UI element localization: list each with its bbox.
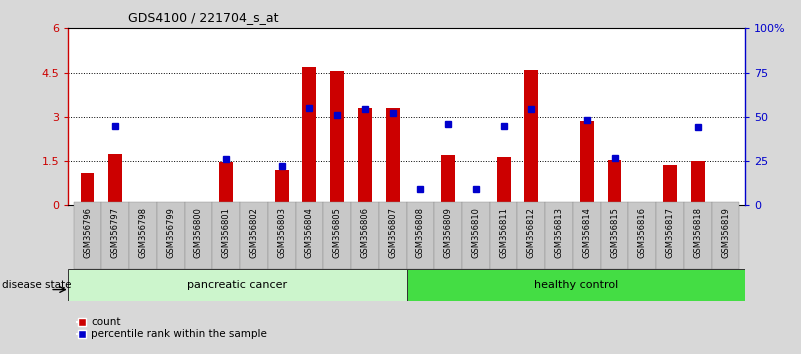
Text: disease state: disease state — [2, 280, 71, 290]
Bar — [663, 166, 677, 205]
Bar — [358, 108, 372, 205]
Text: GSM356812: GSM356812 — [527, 207, 536, 258]
Bar — [629, 202, 656, 269]
Bar — [525, 70, 538, 205]
Text: GSM356806: GSM356806 — [360, 207, 369, 258]
Bar — [184, 202, 212, 269]
Bar — [580, 121, 594, 205]
Text: GSM356804: GSM356804 — [305, 207, 314, 258]
Text: healthy control: healthy control — [533, 280, 618, 290]
Bar — [240, 202, 268, 269]
Text: GSM356802: GSM356802 — [249, 207, 259, 258]
Text: GSM356811: GSM356811 — [499, 207, 508, 258]
Text: GSM356799: GSM356799 — [167, 207, 175, 258]
Bar — [379, 202, 406, 269]
Bar — [497, 156, 510, 205]
Bar — [108, 154, 123, 205]
Bar — [74, 202, 102, 269]
Text: GSM356797: GSM356797 — [111, 207, 119, 258]
Text: GSM356819: GSM356819 — [721, 207, 730, 258]
Bar — [517, 202, 545, 269]
Bar — [268, 202, 296, 269]
Text: GSM356817: GSM356817 — [666, 207, 674, 258]
Bar — [413, 204, 427, 205]
Text: GSM356810: GSM356810 — [471, 207, 481, 258]
Bar — [303, 67, 316, 205]
Bar — [684, 202, 711, 269]
Bar — [656, 202, 684, 269]
Text: GSM356805: GSM356805 — [332, 207, 342, 258]
Bar — [573, 202, 601, 269]
Text: pancreatic cancer: pancreatic cancer — [187, 280, 288, 290]
Bar — [324, 202, 351, 269]
Text: GSM356813: GSM356813 — [554, 207, 564, 258]
Bar — [157, 202, 184, 269]
Text: GSM356800: GSM356800 — [194, 207, 203, 258]
Legend: count, percentile rank within the sample: count, percentile rank within the sample — [74, 313, 271, 344]
Bar — [489, 202, 517, 269]
Bar — [690, 161, 705, 205]
Bar — [406, 202, 434, 269]
Bar — [81, 173, 95, 205]
Bar — [102, 202, 129, 269]
Text: GSM356809: GSM356809 — [444, 207, 453, 258]
Text: GSM356796: GSM356796 — [83, 207, 92, 258]
Bar — [601, 202, 629, 269]
Bar — [441, 155, 455, 205]
Text: GSM356814: GSM356814 — [582, 207, 591, 258]
Bar — [711, 202, 739, 269]
Bar — [545, 202, 573, 269]
Bar — [330, 71, 344, 205]
Text: GSM356798: GSM356798 — [139, 207, 147, 258]
Bar — [129, 202, 157, 269]
Bar — [219, 162, 233, 205]
Bar — [434, 202, 462, 269]
Bar — [275, 170, 288, 205]
Bar — [462, 202, 489, 269]
Bar — [608, 160, 622, 205]
Bar — [469, 202, 483, 205]
Text: GSM356803: GSM356803 — [277, 207, 286, 258]
Text: GSM356818: GSM356818 — [694, 207, 702, 258]
Text: GSM356807: GSM356807 — [388, 207, 397, 258]
Text: GSM356815: GSM356815 — [610, 207, 619, 258]
Bar — [212, 202, 240, 269]
Text: GSM356808: GSM356808 — [416, 207, 425, 258]
Bar — [351, 202, 379, 269]
Bar — [68, 269, 406, 301]
Bar — [386, 108, 400, 205]
Bar — [406, 269, 745, 301]
Text: GSM356816: GSM356816 — [638, 207, 646, 258]
Text: GSM356801: GSM356801 — [222, 207, 231, 258]
Text: GDS4100 / 221704_s_at: GDS4100 / 221704_s_at — [128, 11, 279, 24]
Bar — [296, 202, 324, 269]
